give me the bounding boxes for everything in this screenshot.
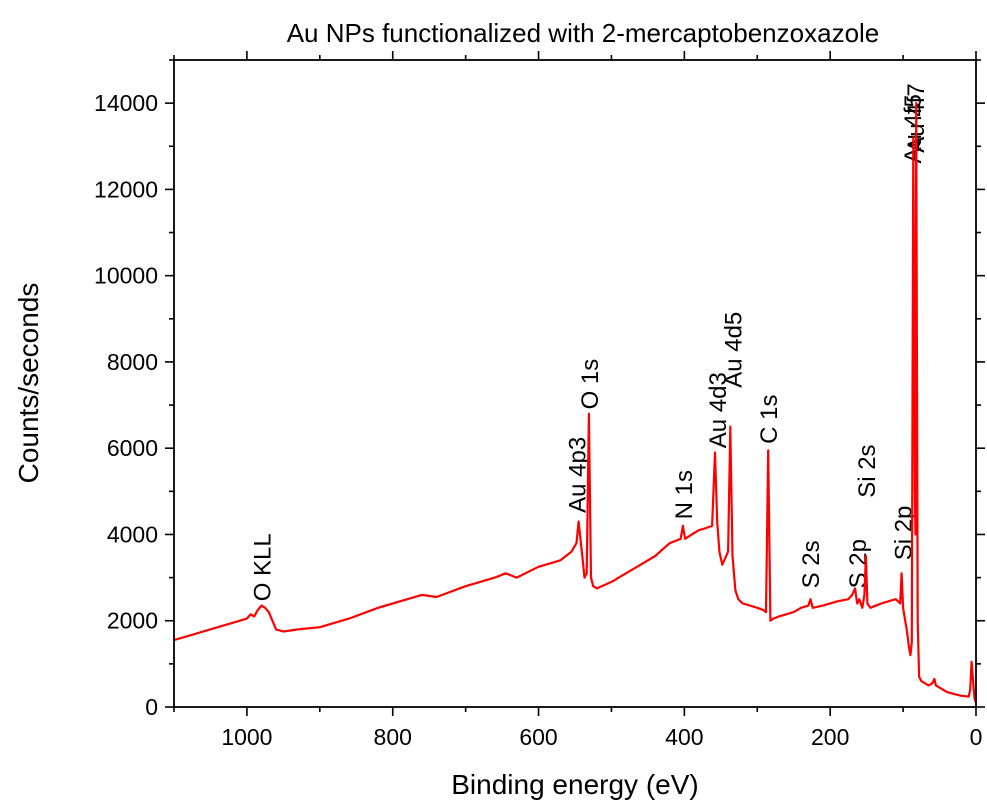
plot-frame bbox=[173, 59, 977, 708]
y-tick-label: 10000 bbox=[94, 263, 158, 289]
peak-label: Au 4d3 bbox=[705, 372, 732, 448]
y-tick-label: 4000 bbox=[107, 521, 158, 547]
peak-label: S 2p bbox=[845, 539, 872, 588]
peak-label: O KLL bbox=[250, 533, 277, 601]
y-tick-label: 2000 bbox=[107, 608, 158, 634]
peak-label: C 1s bbox=[756, 395, 783, 444]
axis-ticks bbox=[165, 51, 985, 716]
peak-label: Au 4d5 bbox=[721, 312, 748, 388]
x-tick-label: 200 bbox=[811, 724, 849, 750]
x-tick-label: 400 bbox=[665, 724, 703, 750]
x-axis-label: Binding energy (eV) bbox=[451, 769, 698, 800]
x-tick-label: 800 bbox=[374, 724, 412, 750]
y-tick-label: 14000 bbox=[94, 90, 158, 116]
x-tick-label: 600 bbox=[519, 724, 557, 750]
peak-label: N 1s bbox=[671, 470, 698, 519]
chart-title: Au NPs functionalized with 2-mercaptoben… bbox=[287, 18, 880, 48]
y-tick-label: 12000 bbox=[94, 176, 158, 202]
y-tick-label: 0 bbox=[145, 694, 158, 720]
x-tick-label: 0 bbox=[970, 724, 983, 750]
x-tick-label: 1000 bbox=[221, 724, 272, 750]
axis-tick-labels: 1000 800 600 400 200 002000400060008000100001… bbox=[94, 90, 982, 750]
peak-label: S 2s bbox=[798, 540, 825, 588]
y-tick-label: 6000 bbox=[107, 435, 158, 461]
peak-label: Si 2p bbox=[890, 506, 917, 561]
y-tick-label: 8000 bbox=[107, 349, 158, 375]
peak-label: O 1s bbox=[577, 359, 604, 410]
y-axis-label: Counts/seconds bbox=[13, 283, 44, 484]
peak-label: Si 2s bbox=[854, 444, 881, 497]
spectrum-line bbox=[173, 102, 978, 704]
